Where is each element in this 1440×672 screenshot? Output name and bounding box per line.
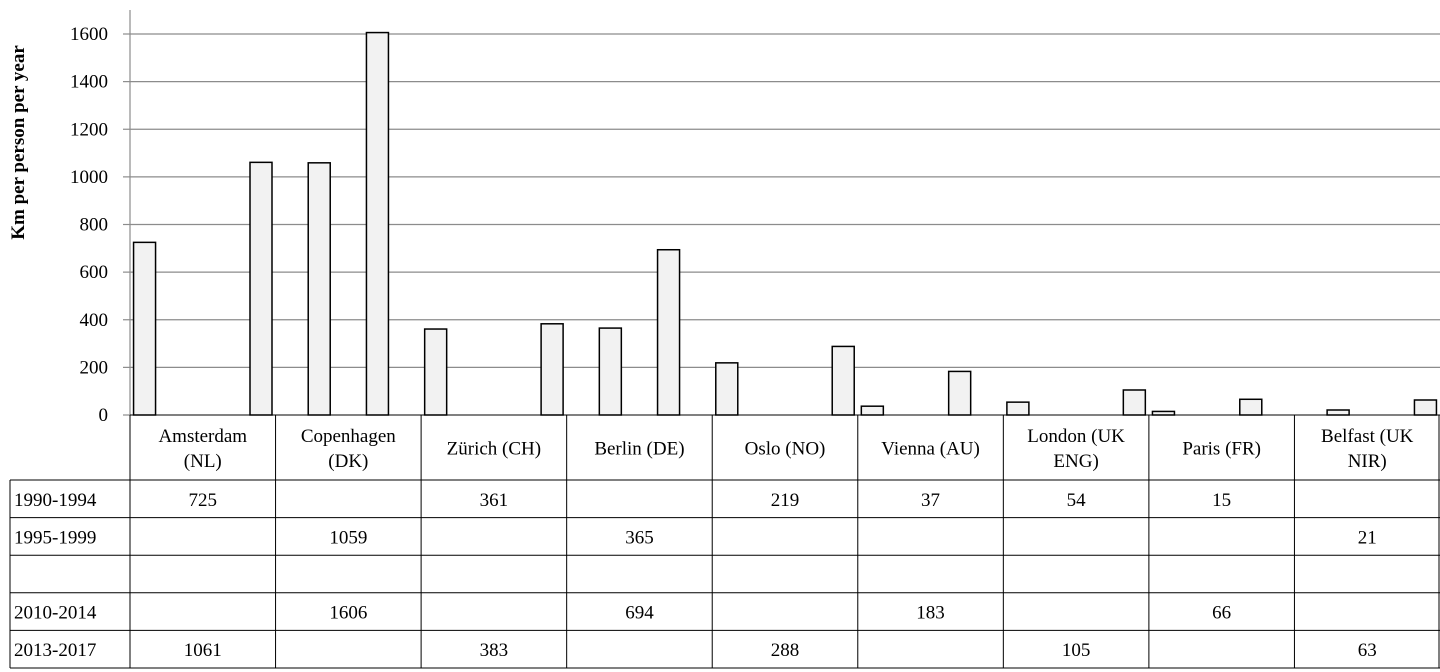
data-table: Amsterdam (NL) Copenhagen (DK) Zürich (CH) Be…: [9, 414, 1440, 669]
bar: [249, 161, 273, 416]
bar: [1413, 399, 1438, 416]
bar: [1006, 401, 1030, 416]
category-label: Copenhagen: [301, 426, 396, 447]
category-label: (DK): [328, 451, 368, 472]
table-cell-value: 1606: [329, 603, 367, 624]
table-cell-value: 54: [1067, 490, 1087, 511]
table-cell-value: 15: [1212, 490, 1231, 511]
bar: [1326, 409, 1350, 416]
category-label: (NL): [184, 451, 222, 472]
bar: [1151, 410, 1176, 416]
table-cell-value: 219: [771, 490, 800, 511]
y-tick-label: 600: [80, 262, 109, 283]
category-label: Oslo (NO): [745, 439, 826, 460]
gridlines: [130, 33, 1440, 368]
bar: [132, 241, 157, 416]
table-cell-value: 288: [771, 640, 800, 661]
bar: [540, 323, 564, 416]
bar: [1239, 398, 1263, 416]
y-tick-label: 1200: [70, 119, 108, 140]
y-tick-label: 400: [80, 310, 109, 331]
bar: [947, 370, 972, 416]
series-label: 1990-1994: [14, 490, 97, 511]
bar: [423, 328, 448, 416]
category-label: Zürich (CH): [447, 439, 541, 460]
y-tick-label: 1000: [70, 167, 108, 188]
table-cell-value: 105: [1062, 640, 1091, 661]
category-label: NIR): [1348, 451, 1387, 472]
bar: [1122, 389, 1147, 416]
y-tick-label: 800: [80, 215, 109, 236]
bar: [307, 162, 331, 416]
y-tick-label: 0: [99, 405, 109, 426]
bars: [132, 31, 1438, 416]
bar: [656, 248, 681, 416]
category-label: Belfast (UK: [1321, 426, 1414, 447]
series-label: 2010-2014: [14, 603, 97, 624]
table-cell-value: 63: [1358, 640, 1377, 661]
table-cell-value: 37: [921, 490, 940, 511]
category-label: Paris (FR): [1182, 439, 1261, 460]
table-cell-value: 365: [625, 527, 654, 548]
table-cell-value: 183: [916, 603, 945, 624]
y-axis-label: Km per person per year: [8, 45, 29, 240]
category-label: London (UK: [1027, 426, 1125, 447]
bar: [365, 31, 390, 416]
table-cell-value: 725: [189, 490, 218, 511]
bar: [860, 405, 885, 416]
y-tick-label: 1600: [70, 24, 108, 45]
category-label: Vienna (AU): [881, 439, 980, 460]
y-tick-label: 200: [80, 357, 109, 378]
table-cell-value: 383: [480, 640, 509, 661]
table-cell-value: 361: [480, 490, 509, 511]
bar: [598, 327, 623, 416]
table-cell-value: 694: [625, 603, 654, 624]
series-label: 1995-1999: [14, 527, 96, 548]
bar: [831, 345, 855, 416]
category-label: Amsterdam: [158, 426, 247, 447]
series-label: 2013-2017: [14, 640, 96, 661]
category-label: ENG): [1053, 451, 1098, 472]
table-cell-value: 21: [1358, 527, 1377, 548]
bar: [715, 362, 739, 416]
table-cell-value: 66: [1212, 603, 1231, 624]
table-cell-value: 1059: [329, 527, 367, 548]
y-tick-label: 1400: [70, 72, 108, 93]
y-axis-ticks: 0 200 400 600 800 1000 1200 1400 1600: [70, 24, 130, 426]
table-cell-value: 1061: [184, 640, 222, 661]
category-label: Berlin (DE): [594, 439, 684, 460]
